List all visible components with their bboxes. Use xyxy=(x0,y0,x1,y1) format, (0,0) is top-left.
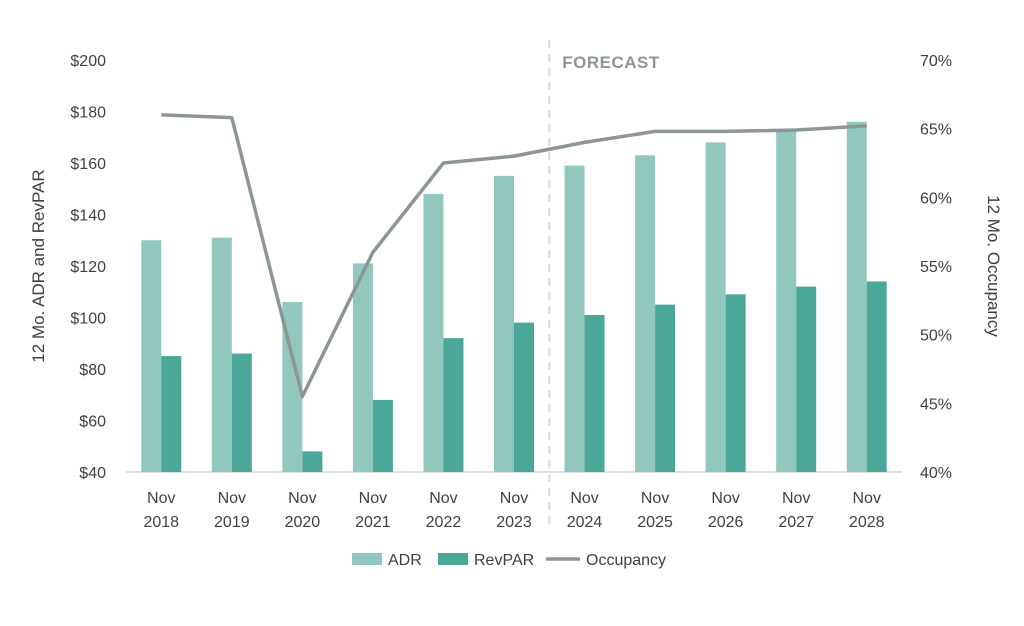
legend-label-adr: ADR xyxy=(388,552,422,569)
legend-label-revpar: RevPAR xyxy=(474,552,534,569)
x-tick-label-month: Nov xyxy=(429,490,457,507)
adr-bar xyxy=(282,302,303,472)
revpar-bar xyxy=(725,294,746,472)
y-left-tick-label: $40 xyxy=(79,465,106,482)
adr-bar xyxy=(564,165,585,472)
x-tick-label-year: 2020 xyxy=(285,514,321,531)
y-right-tick-label: 50% xyxy=(920,328,952,345)
adr-bar xyxy=(211,237,232,472)
y-left-tick-label: $120 xyxy=(70,259,106,276)
revpar-bar xyxy=(443,338,464,472)
y-right-axis-title: 12 Mo. Occupancy xyxy=(984,195,1003,337)
revpar-bar xyxy=(514,322,534,472)
x-tick-label-year: 2028 xyxy=(849,514,885,531)
y-left-tick-label: $60 xyxy=(79,414,106,431)
y-left-tick-label: $100 xyxy=(70,311,106,328)
y-right-tick-label: 70% xyxy=(920,53,952,70)
x-tick-label-year: 2018 xyxy=(143,514,179,531)
legend-swatch-adr xyxy=(352,553,382,565)
revpar-bar xyxy=(796,286,817,472)
y-right-tick-label: 60% xyxy=(920,190,952,207)
x-tick-label-month: Nov xyxy=(288,490,316,507)
adr-bar xyxy=(705,142,726,472)
x-tick-label-month: Nov xyxy=(782,490,810,507)
y-left-tick-label: $140 xyxy=(70,208,106,225)
y-left-tick-label: $180 xyxy=(70,105,106,122)
revpar-bar xyxy=(655,304,676,472)
revpar-bar xyxy=(372,399,393,472)
adr-bar xyxy=(635,155,656,472)
forecast-label: FORECAST xyxy=(562,53,660,72)
y-right-tick-label: 45% xyxy=(920,396,952,413)
adr-bar xyxy=(776,129,797,472)
x-tick-label-year: 2021 xyxy=(355,514,391,531)
adr-bar xyxy=(423,193,444,472)
adr-bar xyxy=(141,240,162,472)
x-tick-label-month: Nov xyxy=(711,490,739,507)
legend-label-occupancy: Occupancy xyxy=(586,552,666,569)
x-tick-label-year: 2024 xyxy=(567,514,603,531)
adr-bar xyxy=(846,121,867,473)
x-tick-label-month: Nov xyxy=(641,490,669,507)
y-left-tick-label: $200 xyxy=(70,53,106,70)
revpar-bar xyxy=(302,451,323,472)
adr-bar xyxy=(352,263,373,472)
x-tick-label-year: 2023 xyxy=(496,514,532,531)
x-tick-label-month: Nov xyxy=(218,490,246,507)
x-tick-label-month: Nov xyxy=(147,490,175,507)
y-left-tick-label: $160 xyxy=(70,156,106,173)
x-tick-label-month: Nov xyxy=(570,490,598,507)
legend-swatch-revpar xyxy=(438,553,468,565)
adr-bar xyxy=(494,175,514,472)
x-tick-label-year: 2019 xyxy=(214,514,250,531)
revpar-bar xyxy=(231,353,252,472)
y-right-tick-label: 65% xyxy=(920,122,952,139)
revpar-bar xyxy=(161,356,182,472)
revpar-bar xyxy=(584,314,605,472)
x-tick-label-month: Nov xyxy=(853,490,881,507)
y-left-axis-title: 12 Mo. ADR and RevPAR xyxy=(29,169,48,362)
x-tick-label-year: 2025 xyxy=(637,514,673,531)
revpar-bar xyxy=(866,281,887,472)
x-tick-label-year: 2022 xyxy=(426,514,462,531)
occupancy-line xyxy=(161,113,867,399)
x-tick-label-month: Nov xyxy=(359,490,387,507)
y-left-tick-label: $80 xyxy=(79,362,106,379)
y-right-tick-label: 40% xyxy=(920,465,952,482)
y-right-tick-label: 55% xyxy=(920,259,952,276)
x-tick-label-month: Nov xyxy=(500,490,528,507)
x-tick-label-year: 2027 xyxy=(778,514,814,531)
x-tick-label-year: 2026 xyxy=(708,514,744,531)
